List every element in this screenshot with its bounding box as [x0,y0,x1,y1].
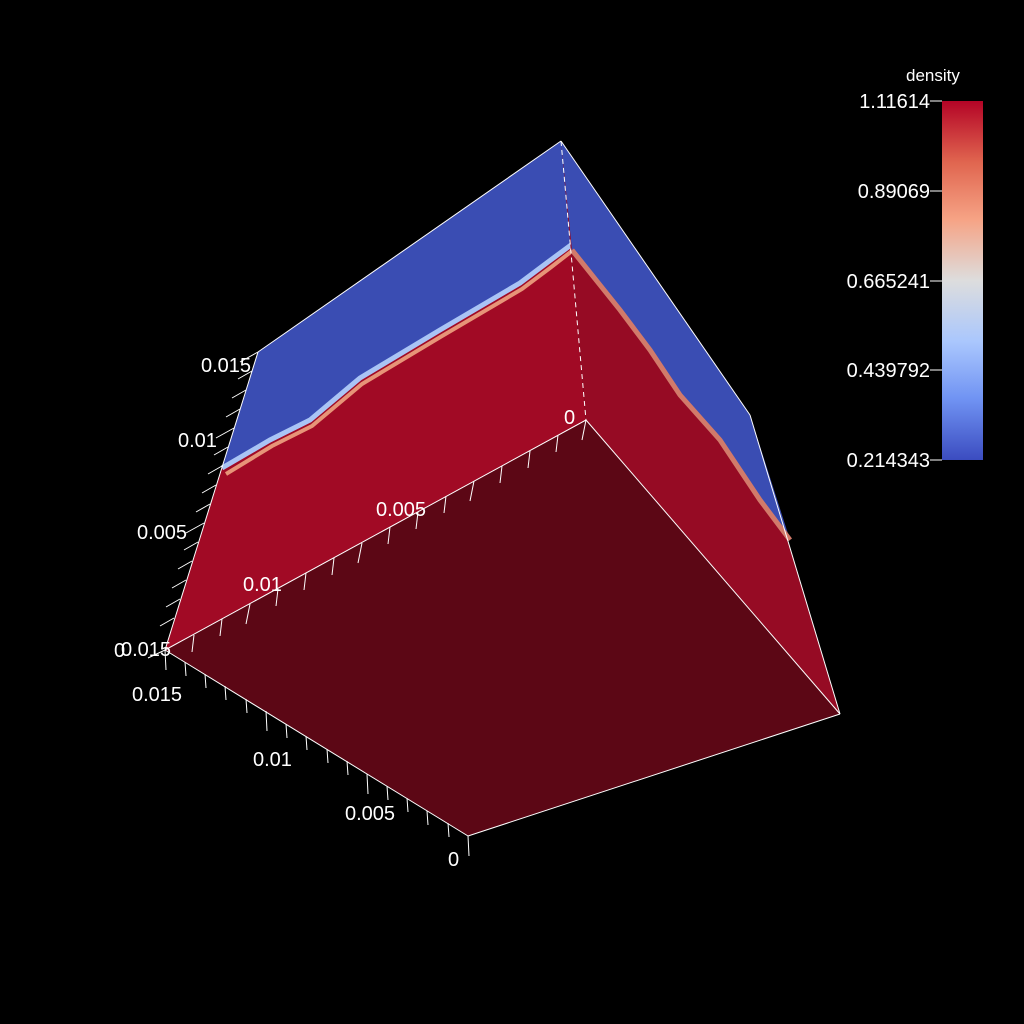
depth-axis-ticks [191,419,587,653]
colorbar-label: 1.11614 [859,91,930,113]
colorbar-ticks [930,100,942,461]
colorbar-label: 0.89069 [858,181,930,203]
bounding-box-outline [164,140,841,837]
colorbar-label: 0.439792 [847,360,930,382]
bottom-tick-label: 0.005 [345,803,395,825]
bottom-tick-label: 0.015 [132,684,182,706]
depth-tick-label: 0.015 [121,639,171,661]
right-side-face [561,141,840,714]
vertical-tick-label: 0.015 [201,355,251,377]
vertical-axis-ticks [147,351,259,659]
colorbar-label: 0.665241 [847,271,930,293]
colorbar-label: 0.214343 [847,450,930,472]
vertical-tick-label: 0.01 [178,430,217,452]
colorbar-gradient [942,101,983,460]
depth-tick-label: 0.01 [243,574,282,596]
bottom-tick-label: 0 [448,849,459,871]
bottom-tick-label: 0.01 [253,749,292,771]
bottom-axis-ticks [164,649,470,857]
colorbar[interactable]: density 1.11614 0.89069 0.665241 0.43979… [847,66,983,472]
depth-tick-label: 0 [564,407,575,429]
colorbar-title: density [906,66,960,85]
depth-axis-labels: 0 0.005 0.01 0.015 [121,407,575,661]
bottom-axis-labels: 0.015 0.01 0.005 0 [132,684,459,871]
left-side-face [165,141,586,650]
depth-tick-label: 0.005 [376,499,426,521]
vertical-tick-label: 0.005 [137,522,187,544]
vertical-tick-label: 0 [114,640,125,662]
vertical-axis-labels: 0.015 0.01 0.005 0 [114,355,251,662]
front-face [165,420,840,836]
